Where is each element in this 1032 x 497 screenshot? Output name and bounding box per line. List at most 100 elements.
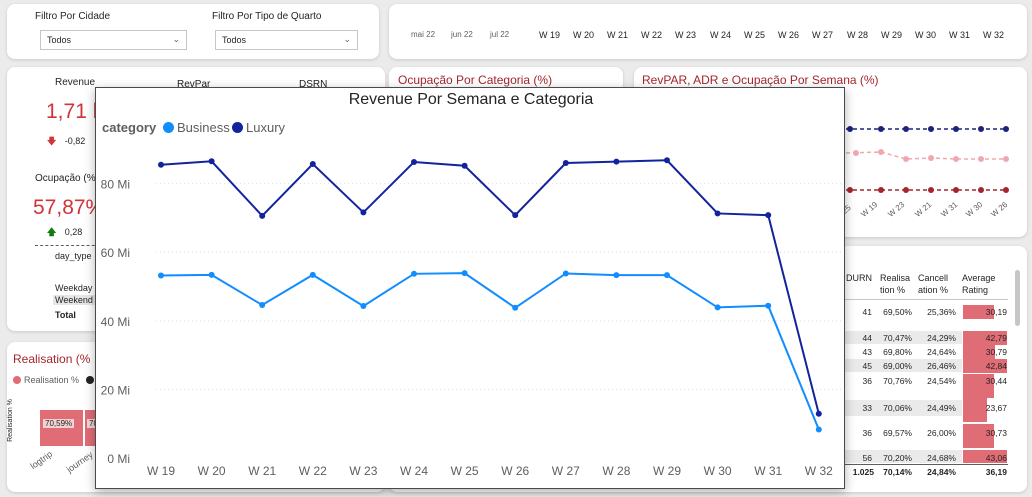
legend-item-business[interactable]: Business: [163, 120, 230, 135]
x-tick-label: W 23: [349, 464, 377, 478]
table-cell: 70,20%: [883, 453, 912, 463]
occupancy-category-title: Ocupação Por Categoria (%): [398, 73, 553, 87]
table-cell: 69,57%: [883, 428, 912, 438]
week-tile[interactable]: W 25: [744, 30, 766, 40]
data-point-business: [613, 272, 620, 279]
row-stripe: [842, 450, 962, 463]
week-tile[interactable]: W 22: [641, 30, 663, 40]
city-filter-label: Filtro Por Cidade: [35, 11, 111, 22]
legend-dot-icon: [232, 122, 243, 133]
total-cell: 36,19: [985, 467, 1007, 477]
revenue-chart-popup[interactable]: Revenue Por Semana e Categoria category …: [95, 87, 845, 489]
rating-bar: [963, 345, 995, 359]
legend-dot-icon: [163, 122, 174, 133]
occupancy-delta: 🡅 0,28: [47, 225, 82, 241]
table-cell: 36: [862, 376, 872, 386]
data-point-business: [208, 271, 215, 278]
data-point-luxury: [158, 161, 164, 168]
scrollbar[interactable]: [1015, 270, 1020, 326]
legend-item: Realisation %: [24, 375, 80, 385]
week-tile[interactable]: W 29: [881, 30, 903, 40]
table-cell: 30,19: [985, 307, 1007, 317]
revpar-series-top: [846, 126, 1009, 132]
table-cell: 69,80%: [883, 347, 912, 357]
rating-bar: [963, 450, 1007, 463]
rating-bar: [963, 398, 987, 422]
week-tile[interactable]: W 19: [539, 30, 561, 40]
table-cell: 26,00%: [927, 428, 956, 438]
day-type-header: day_type: [55, 251, 92, 261]
legend-title: category: [102, 120, 157, 135]
filters-card: Filtro Por Cidade Todos ⌄ Filtro Por Tip…: [7, 4, 379, 59]
data-point-luxury: [461, 162, 468, 169]
day-type-row[interactable]: Weekday: [55, 283, 93, 293]
month-label[interactable]: mai 22: [411, 30, 436, 39]
rating-bar: [963, 305, 994, 319]
data-point-luxury: [815, 410, 822, 417]
data-point-business: [309, 271, 316, 278]
month-label[interactable]: jul 22: [490, 30, 510, 39]
table-header[interactable]: Average Rating: [962, 273, 996, 295]
table-cell: 44: [862, 333, 872, 343]
week-tile[interactable]: W 21: [607, 30, 629, 40]
revenue-value: 1,71 b: [46, 100, 105, 123]
realisation-legend: Realisation % A: [13, 375, 103, 385]
week-tile[interactable]: W 20: [573, 30, 595, 40]
city-filter-value: Todos: [47, 35, 72, 45]
x-tick-label: W 24: [400, 464, 428, 478]
week-tile[interactable]: W 26: [778, 30, 800, 40]
table-cell: 24,29%: [927, 333, 956, 343]
occupancy-label: Ocupação (%: [35, 173, 96, 184]
week-tile[interactable]: W 23: [675, 30, 697, 40]
x-tick-label: W 26: [501, 464, 529, 478]
table-cell: 30,73: [985, 428, 1007, 438]
bar-label: 70: [87, 419, 100, 428]
table-cell: 69,00%: [883, 361, 912, 371]
series-line-luxury: [160, 159, 820, 414]
row-stripe: [842, 400, 962, 416]
x-tick-label: W 19: [147, 464, 175, 478]
data-point-luxury: [562, 160, 569, 167]
chart-title: Revenue Por Semana e Categoria: [348, 91, 594, 108]
total-cell: 24,84%: [927, 467, 956, 477]
data-point-business: [158, 272, 164, 279]
divider: [35, 245, 105, 246]
x-tick-label: W 20: [198, 464, 226, 478]
day-type-row[interactable]: Weekend: [53, 295, 98, 305]
data-point-luxury: [664, 157, 670, 164]
week-tile[interactable]: W 24: [710, 30, 732, 40]
realisation-title: Realisation (%: [13, 352, 91, 366]
week-tile[interactable]: W 30: [915, 30, 937, 40]
table-header[interactable]: DURN: [846, 273, 872, 283]
x-tick-label: W 31: [754, 464, 782, 478]
city-filter-dropdown[interactable]: Todos ⌄: [40, 30, 187, 50]
x-tick-label: W 30: [704, 464, 732, 478]
table-cell: 26,46%: [927, 361, 956, 371]
table-header[interactable]: Realisa tion %: [880, 273, 911, 295]
week-tile[interactable]: W 31: [949, 30, 971, 40]
legend-dot-icon: [85, 376, 94, 384]
data-point-luxury: [309, 161, 316, 168]
category-label: logtrip: [28, 448, 55, 472]
room-filter-dropdown[interactable]: Todos ⌄: [215, 30, 358, 50]
table-header[interactable]: Cancell ation %: [918, 273, 949, 295]
table-cell: 41: [862, 307, 872, 317]
table-cell: 24,64%: [927, 347, 956, 357]
data-point-luxury: [512, 212, 519, 219]
revpar-series-low: [846, 187, 1009, 193]
week-tile[interactable]: W 27: [812, 30, 834, 40]
table-cell: 70,47%: [883, 333, 912, 343]
week-tile[interactable]: W 32: [983, 30, 1005, 40]
week-tile[interactable]: W 28: [847, 30, 869, 40]
month-label[interactable]: jun 22: [451, 30, 473, 39]
legend-item-luxury[interactable]: Luxury: [232, 120, 285, 135]
table-cell: 36: [862, 428, 872, 438]
table-cell: 25,36%: [927, 307, 956, 317]
legend-label: Luxury: [246, 120, 286, 135]
x-tick-label: W 32: [805, 464, 833, 478]
realisation-bar[interactable]: [40, 410, 83, 446]
y-tick-label: 80 Mi: [101, 178, 130, 192]
data-point-business: [664, 272, 670, 279]
row-stripe: [842, 359, 962, 372]
x-tick-label: W 25: [451, 464, 479, 478]
